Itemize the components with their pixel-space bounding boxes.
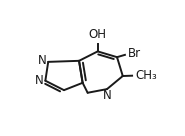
Text: OH: OH	[89, 28, 107, 41]
Text: CH₃: CH₃	[135, 69, 157, 82]
Text: N: N	[37, 54, 46, 67]
Text: N: N	[103, 89, 112, 102]
Text: Br: Br	[128, 47, 141, 60]
Text: N: N	[35, 74, 43, 87]
